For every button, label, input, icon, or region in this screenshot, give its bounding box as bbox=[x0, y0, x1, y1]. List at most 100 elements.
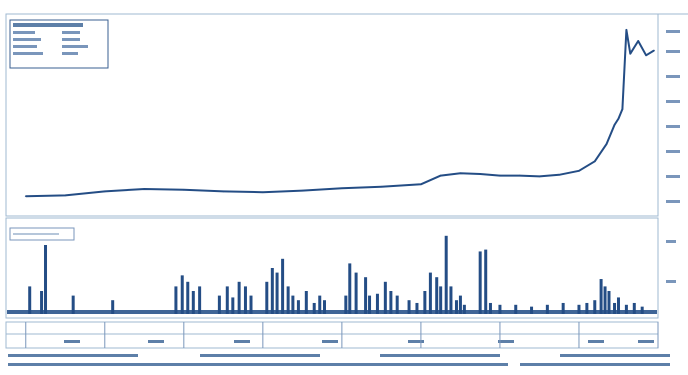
volume-bar bbox=[217, 295, 221, 314]
volume-bar bbox=[435, 277, 439, 314]
date-label-smudge bbox=[64, 340, 80, 343]
volume-bar bbox=[28, 286, 32, 314]
footer-smudge bbox=[520, 363, 670, 366]
price-axis-tick-smudge bbox=[666, 125, 680, 128]
price-point bbox=[629, 52, 632, 55]
volume-bar bbox=[231, 297, 235, 314]
price-point bbox=[593, 160, 596, 163]
volume-bar bbox=[174, 286, 178, 314]
volume-bar bbox=[322, 300, 326, 314]
info-box-smudge bbox=[62, 38, 80, 41]
price-point bbox=[439, 174, 442, 177]
info-box-smudge bbox=[13, 31, 35, 34]
volume-baseline bbox=[7, 310, 657, 314]
volume-bars bbox=[7, 235, 657, 314]
volume-bar bbox=[198, 286, 202, 314]
volume-bar bbox=[383, 281, 387, 314]
price-axis-tick-smudge bbox=[666, 175, 680, 178]
price-point bbox=[183, 189, 185, 191]
date-label-smudge bbox=[148, 340, 164, 343]
price-point bbox=[222, 190, 225, 193]
footer-contact-lines bbox=[8, 354, 670, 366]
price-axis-tick-smudge bbox=[666, 200, 680, 203]
info-box-smudge bbox=[62, 52, 78, 55]
price-axis-tick-smudge bbox=[666, 30, 680, 33]
price-point bbox=[459, 172, 462, 175]
footer-smudge bbox=[8, 354, 138, 357]
footer-smudge bbox=[560, 354, 670, 357]
date-label-smudge bbox=[588, 340, 604, 343]
volume-bar bbox=[407, 300, 411, 314]
volume-bar bbox=[498, 304, 502, 314]
volume-bar bbox=[478, 251, 482, 314]
volume-axis-tick-smudge bbox=[666, 240, 676, 243]
date-axis-strip bbox=[5, 321, 659, 349]
info-box-smudge bbox=[13, 52, 43, 55]
price-point bbox=[613, 124, 616, 126]
volume-bar bbox=[458, 295, 462, 314]
volume-bar bbox=[237, 281, 241, 314]
date-label-smudge bbox=[498, 340, 514, 343]
volume-bar bbox=[348, 263, 352, 314]
volume-bar bbox=[265, 281, 269, 314]
volume-bar bbox=[593, 300, 597, 314]
price-point bbox=[538, 175, 541, 178]
price-point bbox=[605, 143, 608, 145]
volume-bar bbox=[577, 304, 581, 314]
chart-frame bbox=[5, 13, 688, 366]
volume-bar bbox=[71, 295, 75, 314]
price-point bbox=[341, 187, 343, 190]
volume-bar bbox=[616, 297, 620, 314]
info-box bbox=[9, 19, 109, 69]
volume-bar bbox=[428, 272, 432, 314]
price-point bbox=[617, 117, 620, 120]
volume-bar bbox=[484, 249, 488, 314]
volume-bar bbox=[312, 302, 316, 314]
volume-bar bbox=[444, 235, 448, 314]
price-point bbox=[578, 170, 580, 172]
volume-axis-tick-smudge bbox=[666, 280, 676, 283]
volume-bar bbox=[599, 279, 603, 314]
price-point bbox=[499, 174, 501, 177]
volume-bar bbox=[545, 304, 549, 314]
volume-bar bbox=[291, 295, 295, 314]
volume-panel bbox=[5, 217, 659, 319]
info-box-smudge bbox=[62, 31, 80, 34]
price-axis-tick-smudge bbox=[666, 75, 680, 78]
footer-smudge bbox=[200, 354, 320, 357]
volume-bar bbox=[344, 295, 348, 314]
price-point bbox=[518, 174, 521, 177]
volume-bar bbox=[40, 291, 44, 314]
info-box-smudge bbox=[13, 23, 83, 27]
volume-bar bbox=[613, 302, 617, 314]
volume-bar bbox=[488, 302, 492, 314]
price-point bbox=[479, 173, 481, 175]
volume-bar bbox=[270, 268, 274, 314]
volume-bar bbox=[243, 286, 247, 314]
price-point bbox=[653, 49, 655, 52]
volume-bar bbox=[186, 281, 190, 314]
volume-bar bbox=[415, 302, 419, 314]
price-line-group bbox=[24, 28, 655, 198]
price-point bbox=[420, 183, 422, 186]
volume-bar bbox=[624, 304, 628, 314]
volume-bar bbox=[439, 286, 443, 314]
volume-bar bbox=[585, 302, 589, 314]
volume-bar bbox=[249, 295, 253, 314]
volume-bar bbox=[354, 272, 358, 314]
date-label-smudge bbox=[234, 340, 250, 343]
date-label-smudge bbox=[638, 340, 654, 343]
price-axis-tick-smudge bbox=[666, 50, 680, 53]
volume-bar bbox=[607, 291, 611, 314]
price-point bbox=[24, 195, 27, 197]
volume-bar bbox=[318, 295, 322, 314]
volume-bar bbox=[368, 295, 372, 314]
volume-bar bbox=[454, 300, 458, 314]
date-label-smudge bbox=[408, 340, 424, 343]
info-box-smudge bbox=[62, 45, 88, 48]
footer-smudge bbox=[380, 354, 500, 357]
volume-bar bbox=[462, 304, 466, 314]
price-point bbox=[380, 185, 383, 188]
